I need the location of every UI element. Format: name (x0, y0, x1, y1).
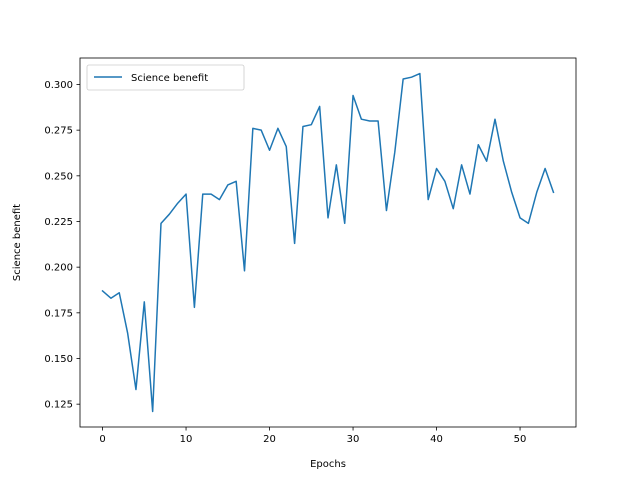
x-axis-label: Epochs (310, 459, 346, 470)
x-tick-label: 40 (430, 434, 443, 445)
x-axis-ticks: 0 10 20 30 40 50 (99, 427, 526, 445)
y-axis-ticks: 0.125 0.150 0.175 0.200 0.225 0.250 0.275 0.300 (44, 80, 80, 411)
plot-area (80, 58, 576, 427)
x-tick-label: 0 (99, 434, 105, 445)
y-tick-label: 0.300 (44, 80, 73, 91)
x-tick-label: 30 (347, 434, 360, 445)
legend: Science benefit (86, 64, 245, 91)
plot-frame (79, 57, 577, 428)
y-axis-label: Science benefit (12, 204, 23, 281)
legend-label: Science benefit (131, 73, 208, 84)
y-tick-label: 0.125 (44, 400, 73, 411)
x-tick-label: 50 (514, 434, 527, 445)
y-tick-label: 0.200 (44, 263, 73, 274)
x-tick-label: 20 (263, 434, 276, 445)
series-line-0 (101, 72, 555, 413)
y-tick-label: 0.150 (44, 354, 73, 365)
y-tick-label: 0.225 (44, 217, 73, 228)
y-tick-label: 0.250 (44, 171, 73, 182)
y-tick-label: 0.275 (44, 126, 73, 137)
legend-box (86, 64, 245, 91)
x-tick-label: 10 (180, 434, 193, 445)
series-layer (101, 72, 555, 413)
y-tick-label: 0.175 (44, 308, 73, 319)
